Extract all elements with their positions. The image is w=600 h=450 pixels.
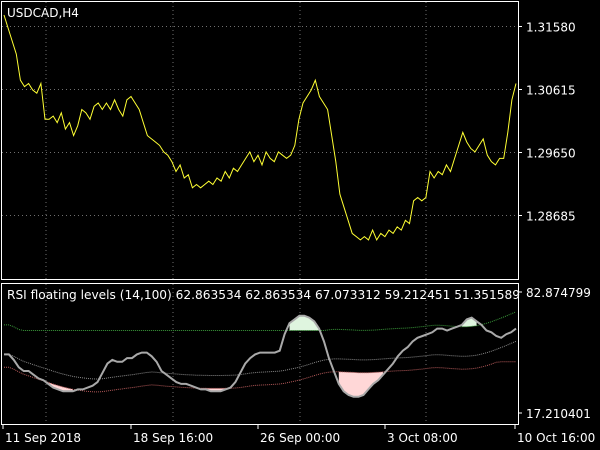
rsi-overbought-fill xyxy=(461,317,477,327)
time-tick-label: 10 Oct 16:00 xyxy=(517,431,595,445)
price-tick-label: 1.29650 xyxy=(526,147,576,161)
rsi-fills xyxy=(48,315,477,397)
rsi-oversold-fill xyxy=(48,382,73,392)
rsi-axis-bottom-value: 17.210401 xyxy=(526,407,591,421)
price-tick-label: 1.30615 xyxy=(526,84,576,98)
rsi-lower-level xyxy=(4,361,516,393)
rsi-panel-frame xyxy=(1,283,519,425)
rsi-overbought-fill xyxy=(289,315,320,331)
price-tick-label: 1.31580 xyxy=(526,21,576,35)
rsi-series-line xyxy=(4,314,517,398)
rsi-vertical-grid xyxy=(45,284,427,424)
time-tick-label: 26 Sep 00:00 xyxy=(260,431,340,445)
rsi-middle-level xyxy=(4,340,517,380)
chart-title: USDCAD,H4 xyxy=(7,6,79,20)
time-tick-label: 18 Sep 16:00 xyxy=(133,431,213,445)
time-tick-label: 3 Oct 08:00 xyxy=(387,431,458,445)
price-axis: 1.31580 1.30615 1.29650 1.28685 xyxy=(518,21,576,224)
price-tick-label: 1.28685 xyxy=(526,210,576,224)
rsi-axis-top-value: 82.874799 xyxy=(526,286,591,300)
rsi-indicator-label: RSI floating levels (14,100) 62.863534 6… xyxy=(7,288,520,302)
price-panel: USDCAD,H4 1.31580 1.30615 1.29650 1.28685 xyxy=(1,1,576,280)
rsi-upper-level xyxy=(4,311,517,331)
time-tick-label: 11 Sep 2018 xyxy=(5,431,81,445)
price-series-line xyxy=(3,14,517,241)
rsi-oversold-fill xyxy=(338,371,384,397)
price-panel-frame xyxy=(1,1,519,280)
time-axis: 11 Sep 2018 18 Sep 16:00 26 Sep 00:00 3 Oct… xyxy=(2,425,595,445)
rsi-panel: RSI floating levels (14,100) 62.863534 6… xyxy=(1,283,591,425)
